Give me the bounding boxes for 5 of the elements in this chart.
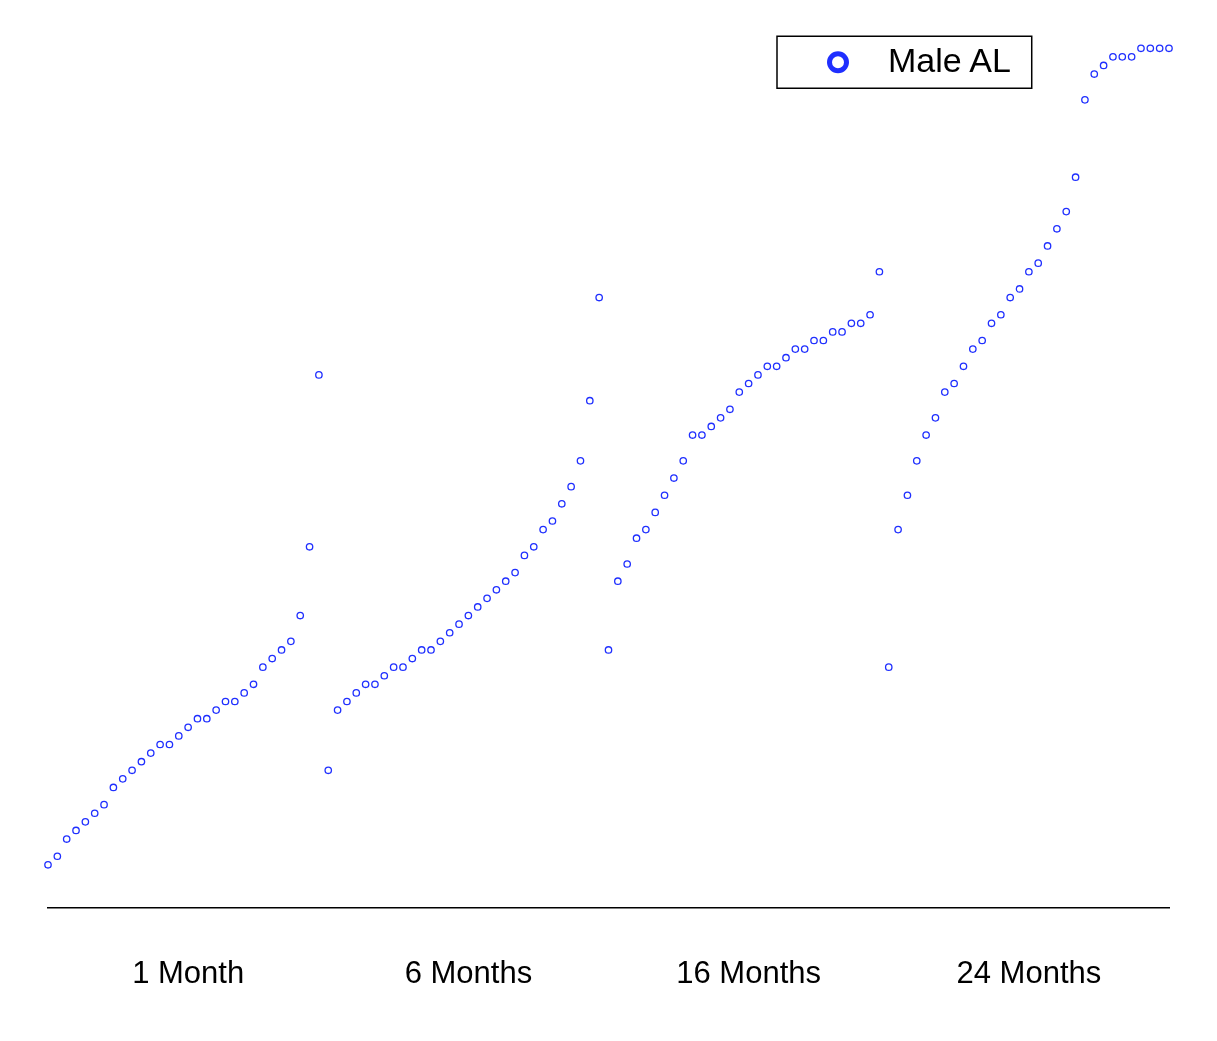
x-tick-label: 1 Month [132, 954, 245, 990]
x-tick-label: 6 Months [404, 954, 533, 990]
legend-label: Male AL [888, 40, 1011, 79]
x-tick-label: 16 Months [676, 954, 822, 990]
x-tick-label: 24 Months [956, 954, 1102, 990]
